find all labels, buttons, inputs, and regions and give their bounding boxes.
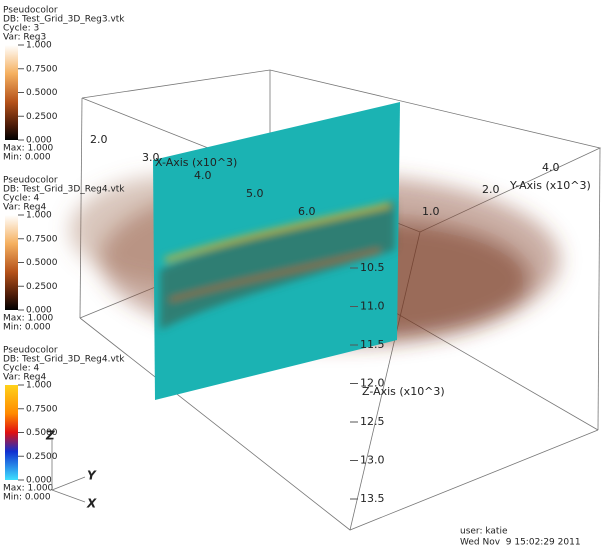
axis-triad	[52, 440, 85, 502]
triad-x: X	[86, 497, 97, 511]
x-tick-label: 6.0	[298, 205, 316, 218]
triad-y: Y	[87, 469, 97, 483]
legend-tick-label: 1.000	[26, 41, 52, 51]
legend-colorbar	[5, 215, 18, 310]
x-tick-label: 4.0	[194, 169, 212, 182]
z-tick-label: 11.0	[360, 300, 385, 313]
z-tick-label: 10.5	[360, 261, 385, 274]
legend-min: Min: 0.000	[3, 323, 51, 333]
y-tick-label: 1.0	[422, 205, 440, 218]
legend-min: Min: 0.000	[3, 153, 51, 163]
z-axis-label: Z-Axis (x10^3)	[362, 385, 445, 398]
legend-tick-label: 1.000	[26, 211, 52, 221]
legend-tick-label: 1.000	[26, 381, 52, 391]
z-tick-label: 11.5	[360, 338, 385, 351]
date: Wed Nov 9 15:02:29 2011	[460, 538, 581, 548]
legend-tick-label: 0.7500	[26, 234, 58, 244]
legend-tick-label: 0.5000	[26, 258, 58, 268]
triad-z: Z	[45, 429, 55, 443]
legend-tick-label: 0.7500	[26, 64, 58, 74]
legend-tick-label: 0.7500	[26, 404, 58, 414]
legend-tick-label: 0.5000	[26, 88, 58, 98]
legend-tick-label: 0.2500	[26, 282, 58, 292]
legend-colorbar	[5, 45, 18, 140]
visualization: 2.03.04.05.06.01.02.04.010.511.011.512.0…	[0, 0, 609, 550]
legend-tick-label: 0.2500	[26, 112, 58, 122]
z-tick-label: 13.0	[360, 454, 385, 467]
x-axis-label: X-Axis (x10^3)	[155, 156, 237, 169]
x-tick-label: 5.0	[246, 187, 264, 200]
legend-min: Min: 0.000	[3, 493, 51, 503]
page: {"legends":[ {"title":"Pseudocolor","db"…	[0, 0, 609, 550]
x-tick-label: 2.0	[90, 133, 108, 146]
z-tick-label: 13.5	[360, 492, 385, 505]
z-tick-label: 12.5	[360, 415, 385, 428]
user: user: katie	[460, 527, 508, 537]
y-tick-label: 2.0	[482, 183, 500, 196]
y-tick-label: 4.0	[542, 161, 560, 174]
y-axis-label: Y-Axis (x10^3)	[509, 179, 591, 192]
legend-colorbar	[5, 385, 18, 480]
legend-tick-label: 0.2500	[26, 452, 58, 462]
